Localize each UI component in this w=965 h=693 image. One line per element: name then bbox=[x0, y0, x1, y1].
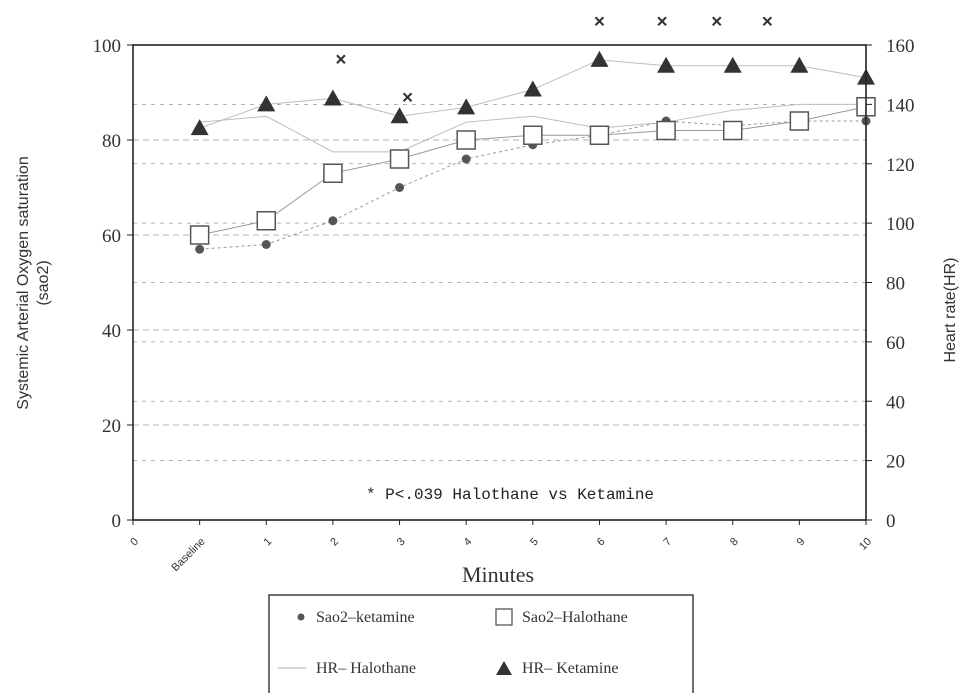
point-sao2-ketamine bbox=[395, 183, 405, 192]
y-left-tick-label: 100 bbox=[93, 36, 122, 57]
point-sao2-ketamine bbox=[461, 154, 471, 164]
legend-label-hr-ketamine: HR– Ketamine bbox=[522, 660, 618, 677]
point-hr-ketamine bbox=[323, 89, 342, 106]
point-sao2-ketamine bbox=[328, 216, 338, 226]
point-hr-ketamine bbox=[590, 50, 609, 67]
significance-marker-stroke bbox=[336, 54, 346, 64]
point-hr-ketamine bbox=[723, 56, 742, 73]
x-tick-label: 8 bbox=[728, 536, 741, 549]
legend-label-sao2-ketamine: Sao2–ketamine bbox=[316, 609, 415, 626]
significance-marker bbox=[402, 92, 413, 102]
x-tick-label: 9 bbox=[795, 536, 808, 549]
point-sao2-halothane bbox=[456, 130, 476, 150]
x-tick-label: 6 bbox=[595, 536, 608, 549]
y-right-tick-label: 20 bbox=[886, 452, 905, 473]
series-line-0 bbox=[199, 120, 866, 250]
point-sao2-halothane bbox=[256, 211, 277, 231]
legend-marker-sao2-halothane bbox=[495, 608, 513, 626]
x-tick-label: 4 bbox=[461, 536, 474, 549]
significance-marker bbox=[336, 54, 346, 64]
legend-label-hr-halothane: HR– Halothane bbox=[316, 660, 416, 677]
y-left-tick-label: 80 bbox=[102, 131, 121, 152]
significance-marker-stroke bbox=[762, 16, 773, 26]
y-left-tick-label: 20 bbox=[102, 416, 121, 437]
point-hr-ketamine bbox=[457, 98, 476, 115]
x-tick-label: 3 bbox=[395, 536, 408, 549]
point-sao2-halothane bbox=[189, 225, 210, 245]
x-tick-label: 1 bbox=[262, 536, 275, 549]
y-axis-label-right: Heart rate(HR) bbox=[942, 258, 959, 363]
legend-label-sao2-halothane: Sao2–Halothane bbox=[522, 609, 628, 626]
y-right-tick-label: 120 bbox=[886, 155, 915, 176]
point-hr-ketamine bbox=[790, 56, 809, 73]
point-sao2-halothane bbox=[656, 120, 676, 141]
significance-marker bbox=[657, 16, 667, 26]
y-right-tick-label: 60 bbox=[886, 333, 905, 354]
point-sao2-halothane bbox=[523, 125, 543, 145]
significance-marker-stroke bbox=[657, 16, 667, 26]
significance-marker bbox=[712, 16, 722, 26]
significance-marker bbox=[762, 16, 773, 26]
point-sao2-halothane bbox=[722, 120, 743, 141]
point-hr-ketamine bbox=[190, 119, 209, 136]
significance-marker-stroke bbox=[402, 92, 413, 102]
point-hr-ketamine bbox=[257, 95, 276, 112]
point-sao2-halothane bbox=[323, 163, 343, 183]
significance-marker-stroke bbox=[594, 16, 605, 26]
series-line-2 bbox=[199, 103, 866, 153]
series-layer bbox=[189, 16, 876, 254]
point-hr-ketamine bbox=[390, 107, 409, 124]
point-sao2-ketamine bbox=[261, 240, 271, 249]
significance-marker bbox=[594, 16, 605, 26]
y-left-tick-label: 40 bbox=[102, 321, 121, 342]
y-right-tick-label: 140 bbox=[886, 95, 915, 116]
x-tick-label: Baseline bbox=[169, 536, 207, 574]
y-left-tick-label: 0 bbox=[112, 511, 122, 532]
legend: Sao2–ketamine Sao2–Halothane HR– Halotha… bbox=[268, 594, 694, 693]
y-axis-label-left-line1: Systemic Arterial Oxygen saturation bbox=[15, 156, 32, 409]
point-hr-ketamine bbox=[657, 56, 676, 73]
point-sao2-halothane bbox=[789, 111, 810, 131]
x-tick-label: 7 bbox=[661, 536, 674, 549]
x-tick-label: 2 bbox=[328, 536, 341, 549]
legend-marker-sao2-ketamine bbox=[297, 613, 305, 621]
y-right-tick-label: 160 bbox=[886, 36, 915, 57]
y-right-tick-label: 0 bbox=[886, 511, 896, 532]
gridlines bbox=[133, 103, 866, 462]
x-tick-label: 10 bbox=[857, 536, 874, 553]
y-axis-label-left-line2: (sao2) bbox=[35, 260, 52, 305]
x-tick-label: 5 bbox=[528, 536, 541, 549]
y-right-tick-label: 40 bbox=[886, 392, 905, 413]
point-sao2-halothane bbox=[589, 125, 610, 145]
point-hr-ketamine bbox=[523, 80, 542, 97]
legend-marker-hr-ketamine bbox=[496, 661, 512, 675]
x-tick-label: 0 bbox=[128, 536, 141, 549]
y-right-tick-label: 80 bbox=[886, 274, 905, 295]
x-axis-label: Minutes bbox=[462, 562, 534, 587]
point-sao2-ketamine bbox=[195, 244, 205, 254]
y-right-tick-label: 100 bbox=[886, 214, 915, 235]
significance-marker-stroke bbox=[712, 16, 722, 26]
y-left-tick-label: 60 bbox=[102, 226, 121, 247]
point-sao2-halothane bbox=[389, 149, 410, 169]
legend-box bbox=[268, 594, 694, 693]
significance-annotation: * P<.039 Halothane vs Ketamine bbox=[366, 486, 654, 504]
